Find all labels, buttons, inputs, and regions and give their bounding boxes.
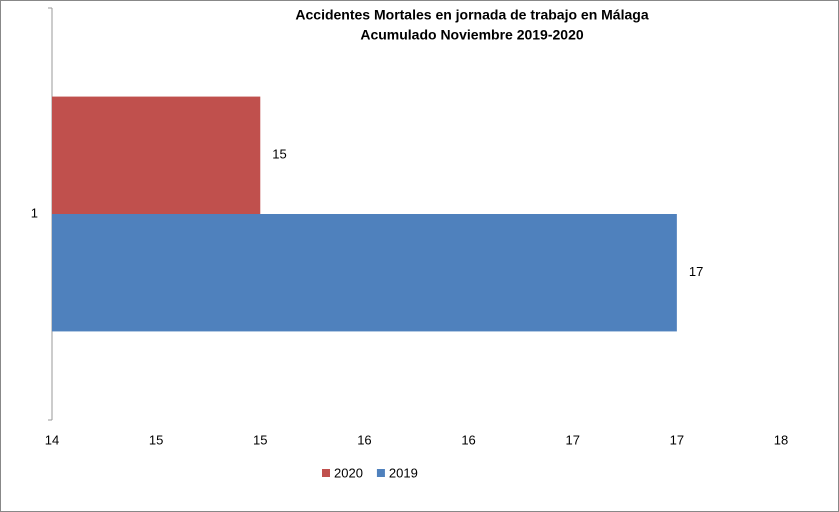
y-tick-label: 1 [31,205,38,220]
chart-subtitle: Acumulado Noviembre 2019-2020 [360,27,584,43]
bar [52,214,677,332]
legend-swatch [322,469,330,477]
legend-label: 2020 [334,465,363,480]
legend-swatch [376,469,385,477]
x-tick-label: 15 [253,432,267,447]
x-tick-label: 17 [670,432,684,447]
data-label: 15 [272,147,286,162]
x-tick-label: 15 [149,432,163,447]
x-tick-label: 18 [774,432,788,447]
chart-title: Accidentes Mortales en jornada de trabaj… [295,7,648,23]
bar [52,96,261,214]
x-tick-label: 16 [357,432,371,447]
x-tick-label: 14 [45,432,59,447]
data-label: 17 [689,264,703,279]
legend-label: 2019 [389,465,418,480]
x-tick-label: 16 [461,432,475,447]
x-tick-label: 17 [565,432,579,447]
